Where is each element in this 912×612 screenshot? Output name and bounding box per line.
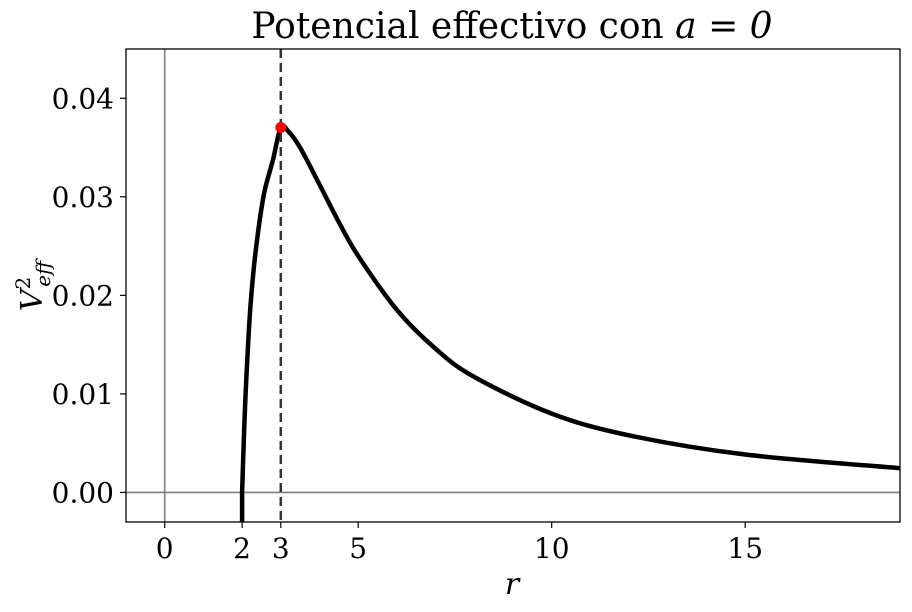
y-tick-label: 0.04 [52,82,114,115]
y-tick-label: 0.03 [52,181,114,214]
chart-title: Potencial effectivo con a = 0 [251,6,772,47]
y-axis-label: V2eff [11,257,55,311]
y-tick-label: 0.00 [52,476,114,509]
x-axis-label: r [505,567,521,602]
x-tick-label: 5 [349,532,367,565]
x-tick-label: 0 [156,532,174,565]
y-tick-label: 0.02 [52,279,114,312]
x-tick-label: 3 [272,532,290,565]
y-tick-label: 0.01 [52,378,114,411]
plot-frame [125,48,901,523]
x-tick-label: 10 [534,532,570,565]
series-line-0 [239,123,900,522]
plot-area [126,49,900,522]
x-tick-label: 15 [727,532,763,565]
peak-marker [275,121,287,133]
x-tick-label: 2 [233,532,251,565]
